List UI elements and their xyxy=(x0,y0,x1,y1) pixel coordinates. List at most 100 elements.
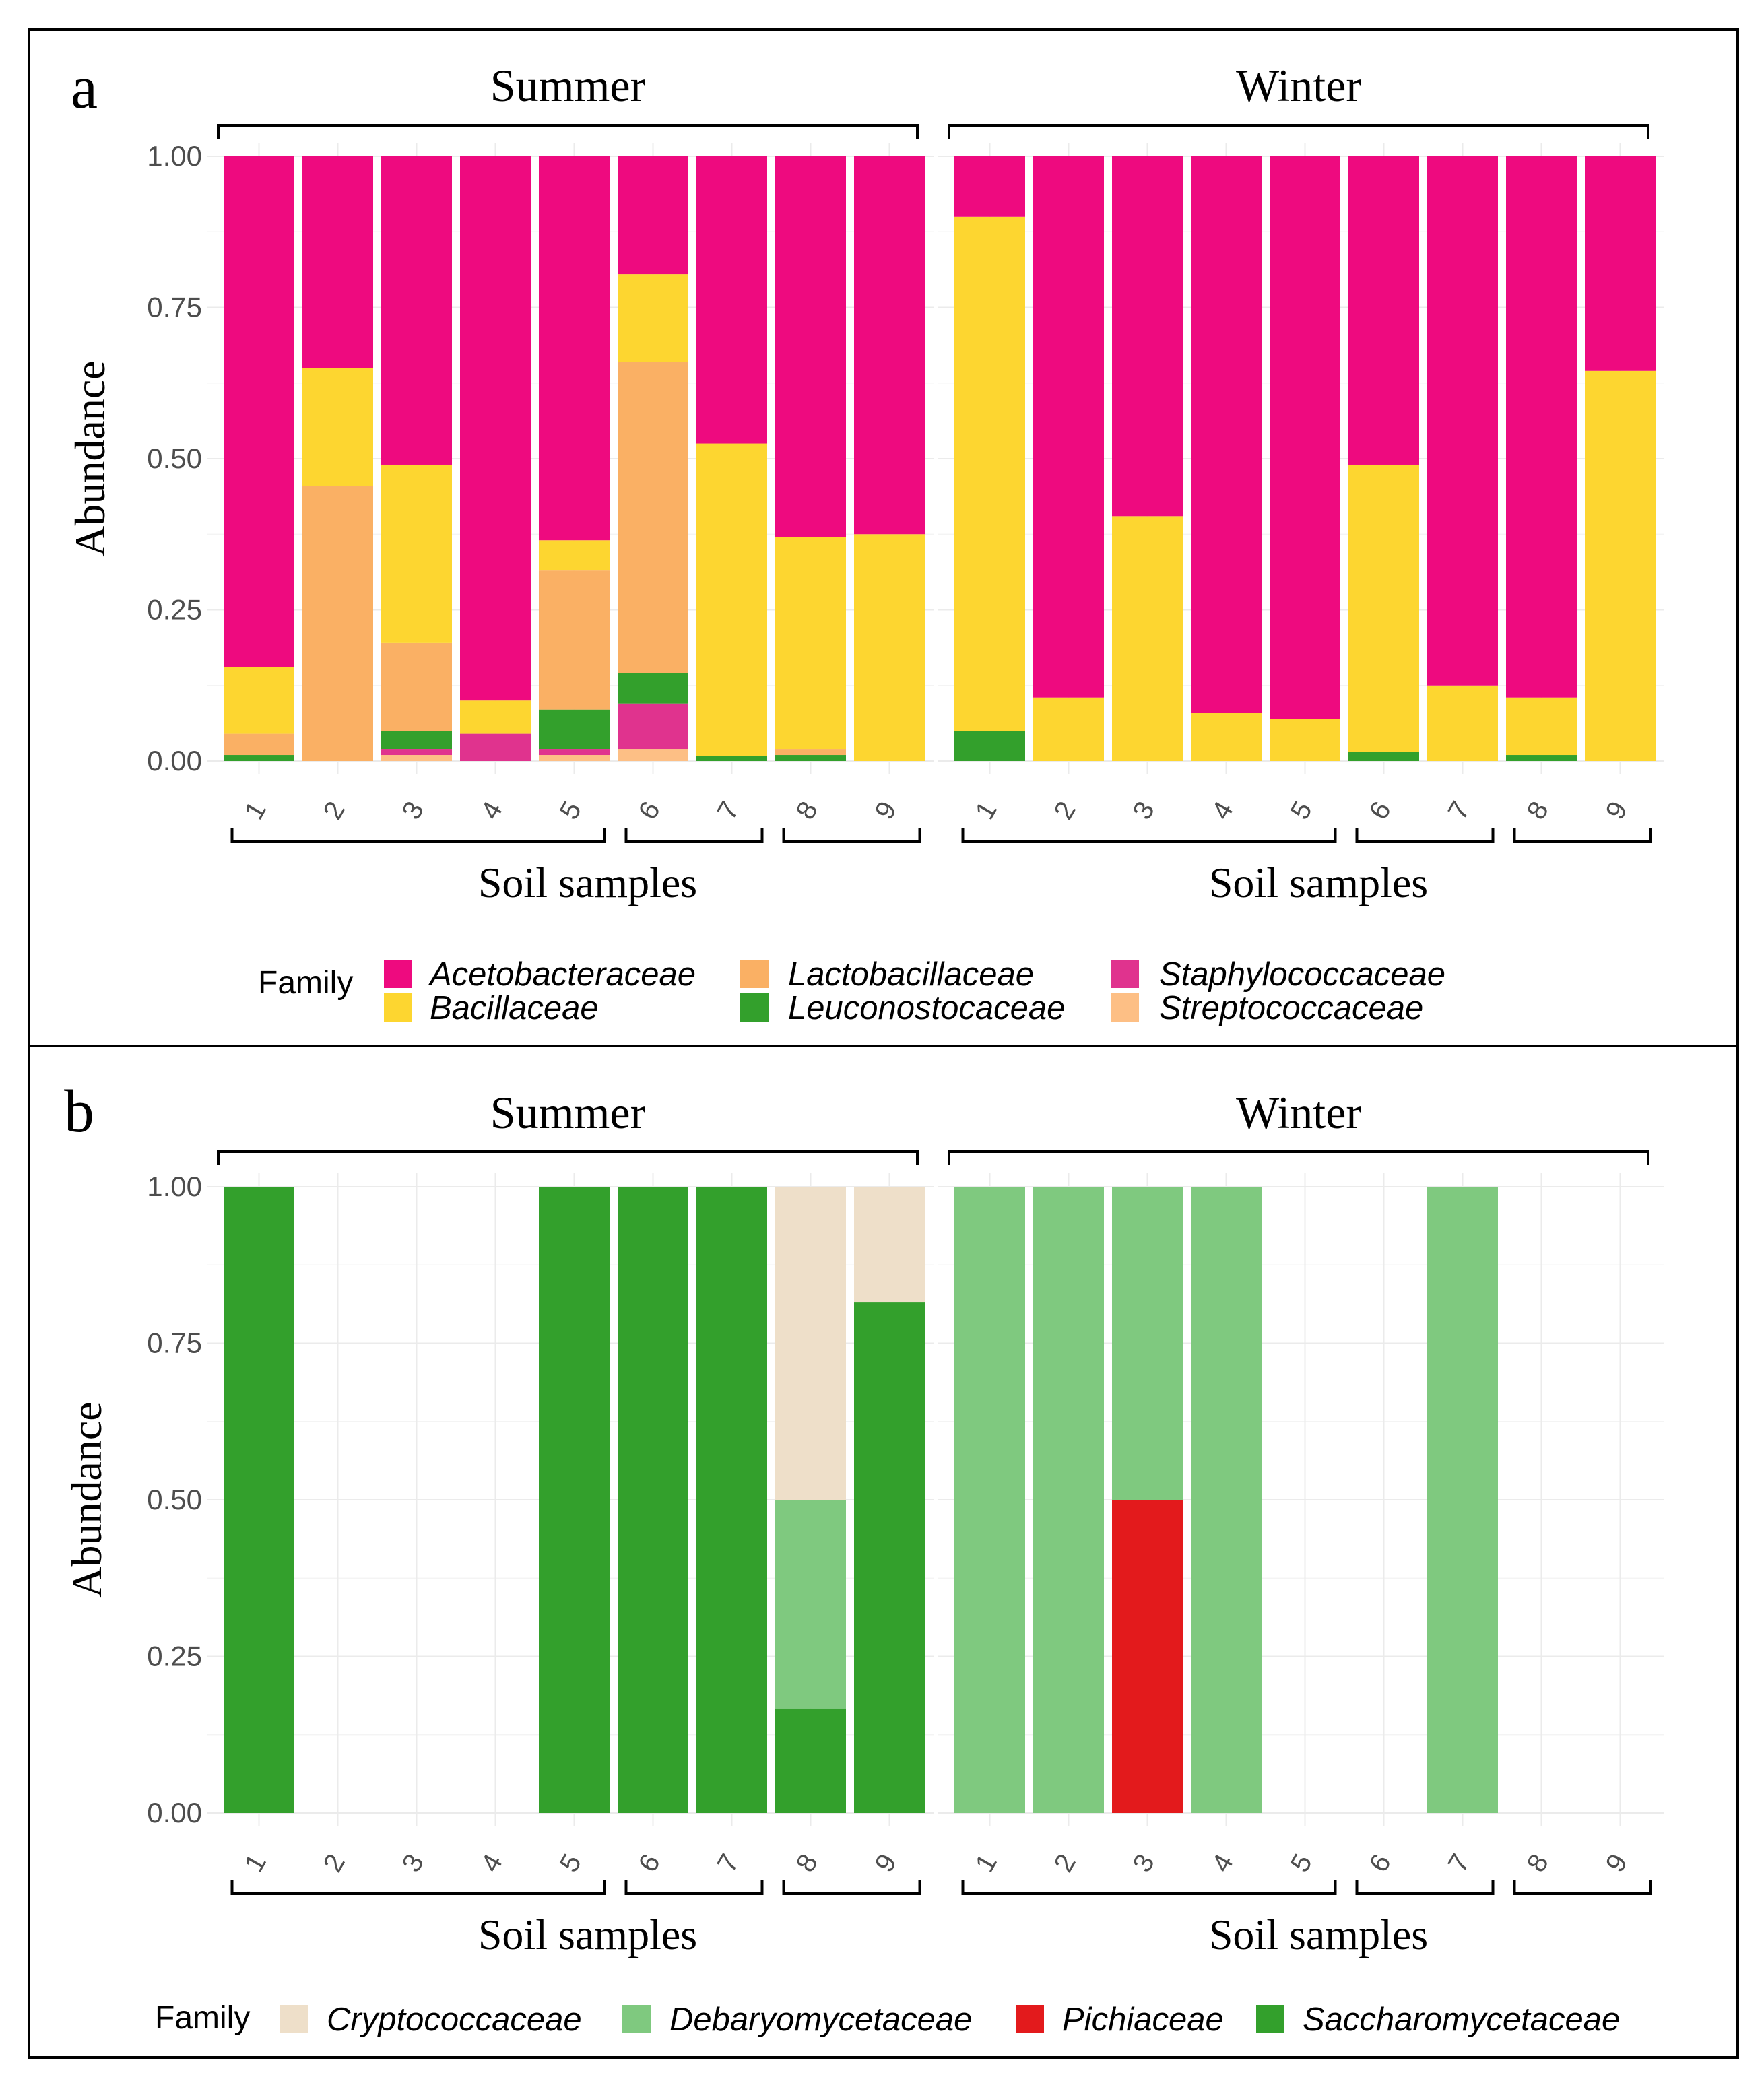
sample-bracket xyxy=(961,1880,1337,1895)
bar-segment-leuconostocaceae xyxy=(539,709,610,750)
y-tick-label: 1.00 xyxy=(147,140,202,172)
bar-segment-lactobacillaceae xyxy=(381,642,452,731)
bar-segment-lactobacillaceae xyxy=(302,486,373,761)
bar-segment-debaryomycetaceae xyxy=(1112,1187,1183,1500)
sample-bracket xyxy=(961,828,1337,843)
bar-segment-leuconostocaceae xyxy=(1506,755,1577,761)
sample-bracket xyxy=(782,828,921,843)
bar-segment-bacillaceae xyxy=(302,368,373,486)
bar-segment-staphylococcaceae xyxy=(539,749,610,756)
legend-title: Family xyxy=(258,965,353,1001)
legend-label-bacillaceae: Bacillaceae xyxy=(430,990,599,1026)
sample-bracket xyxy=(230,828,606,843)
bar-segment-lactobacillaceae xyxy=(539,570,610,710)
bar-segment-bacillaceae xyxy=(460,700,531,734)
legend-label-lactobacillaceae: Lactobacillaceae xyxy=(788,956,1034,993)
sample-bracket xyxy=(1355,828,1495,843)
y-axis-label: Abundance xyxy=(63,1401,110,1597)
legend-label-staphylococcaceae: Staphylococcaceae xyxy=(1159,956,1445,993)
legend-swatch-saccharomycetaceae xyxy=(1256,2005,1284,2033)
panel-label: b xyxy=(64,1078,94,1145)
bar-segment-staphylococcaceae xyxy=(381,749,452,756)
bar-segment-debaryomycetaceae xyxy=(1033,1187,1104,1813)
bar-segment-lactobacillaceae xyxy=(775,749,846,756)
bar-segment-leuconostocaceae xyxy=(775,755,846,761)
legend-swatch-cryptococcaceae xyxy=(280,2005,308,2033)
y-tick-label: 1.00 xyxy=(147,1170,202,1202)
bar-segment-bacillaceae xyxy=(1112,516,1183,761)
legend-swatch-streptococcaceae xyxy=(1111,993,1139,1022)
bar-segment-acetobacteraceae xyxy=(1506,156,1577,698)
group-bracket xyxy=(217,1150,919,1165)
legend-swatch-staphylococcaceae xyxy=(1111,960,1139,988)
bar-segment-acetobacteraceae xyxy=(775,156,846,537)
bar-segment-streptococcaceae xyxy=(618,749,688,761)
sample-bracket xyxy=(782,1880,921,1895)
group-bracket xyxy=(948,1150,1649,1165)
bar-segment-bacillaceae xyxy=(618,274,688,362)
sample-bracket xyxy=(1513,1880,1652,1895)
group-title: Winter xyxy=(1236,60,1361,111)
bar-segment-acetobacteraceae xyxy=(302,156,373,368)
group-bracket xyxy=(948,124,1649,139)
bar-segment-leuconostocaceae xyxy=(954,731,1025,761)
legend-swatch-pichiaceae xyxy=(1016,2005,1044,2033)
bar-segment-acetobacteraceae xyxy=(1427,156,1498,686)
y-tick-label: 0.50 xyxy=(147,442,202,474)
bar-segment-acetobacteraceae xyxy=(1348,156,1419,465)
y-axis-label: Abundance xyxy=(66,360,114,556)
bar-segment-streptococcaceae xyxy=(539,755,610,761)
bar-segment-leuconostocaceae xyxy=(224,755,294,761)
bar-segment-lactobacillaceae xyxy=(224,733,294,756)
bar-segment-saccharomycetaceae xyxy=(618,1187,688,1813)
bar-segment-debaryomycetaceae xyxy=(954,1187,1025,1813)
legend-label-debaryomycetaceae: Debaryomycetaceae xyxy=(669,2002,972,2038)
sample-bracket xyxy=(230,1880,606,1895)
legend-label-leuconostocaceae: Leuconostocaceae xyxy=(788,990,1065,1026)
sample-bracket xyxy=(624,1880,764,1895)
bar-segment-leuconostocaceae xyxy=(618,673,688,704)
bar-segment-bacillaceae xyxy=(1270,719,1340,761)
bar-segment-bacillaceae xyxy=(954,216,1025,731)
bar-segment-leuconostocaceae xyxy=(1348,752,1419,761)
bar-segment-debaryomycetaceae xyxy=(1191,1187,1262,1813)
x-axis-label: Soil samples xyxy=(1209,859,1428,906)
bar-segment-acetobacteraceae xyxy=(224,156,294,667)
bar-segment-staphylococcaceae xyxy=(460,733,531,761)
bar-segment-leuconostocaceae xyxy=(381,731,452,750)
x-axis-label: Soil samples xyxy=(478,859,697,906)
bar-segment-bacillaceae xyxy=(1033,697,1104,761)
sample-bracket xyxy=(624,828,764,843)
bar-segment-saccharomycetaceae xyxy=(775,1708,846,1813)
bar-segment-streptococcaceae xyxy=(381,755,452,761)
panel-label: a xyxy=(71,55,98,121)
bar-segment-acetobacteraceae xyxy=(460,156,531,701)
legend-swatch-lactobacillaceae xyxy=(740,960,769,988)
y-tick-label: 0.25 xyxy=(147,1641,202,1672)
bar-segment-acetobacteraceae xyxy=(854,156,925,535)
bar-segment-pichiaceae xyxy=(1112,1500,1183,1813)
bar-segment-saccharomycetaceae xyxy=(539,1187,610,1813)
bar-segment-bacillaceae xyxy=(696,443,767,756)
x-axis-label: Soil samples xyxy=(478,1911,697,1958)
bar-segment-bacillaceae xyxy=(854,534,925,761)
bar-segment-acetobacteraceae xyxy=(1033,156,1104,698)
bar-segment-saccharomycetaceae xyxy=(854,1302,925,1813)
bar-segment-bacillaceae xyxy=(539,540,610,571)
bar-segment-cryptococcaceae xyxy=(854,1187,925,1303)
bar-segment-saccharomycetaceae xyxy=(224,1187,294,1813)
legend-title: Family xyxy=(155,2000,250,2036)
bar-segment-cryptococcaceae xyxy=(775,1187,846,1500)
group-title: Summer xyxy=(490,60,646,111)
bar-segment-bacillaceae xyxy=(1427,685,1498,761)
bar-segment-bacillaceae xyxy=(1506,697,1577,756)
y-tick-label: 0.25 xyxy=(147,594,202,626)
bar-segment-acetobacteraceae xyxy=(1270,156,1340,719)
y-tick-label: 0.75 xyxy=(147,1327,202,1359)
bar-segment-acetobacteraceae xyxy=(381,156,452,465)
sample-bracket xyxy=(1513,828,1652,843)
legend-swatch-acetobacteraceae xyxy=(384,960,412,988)
